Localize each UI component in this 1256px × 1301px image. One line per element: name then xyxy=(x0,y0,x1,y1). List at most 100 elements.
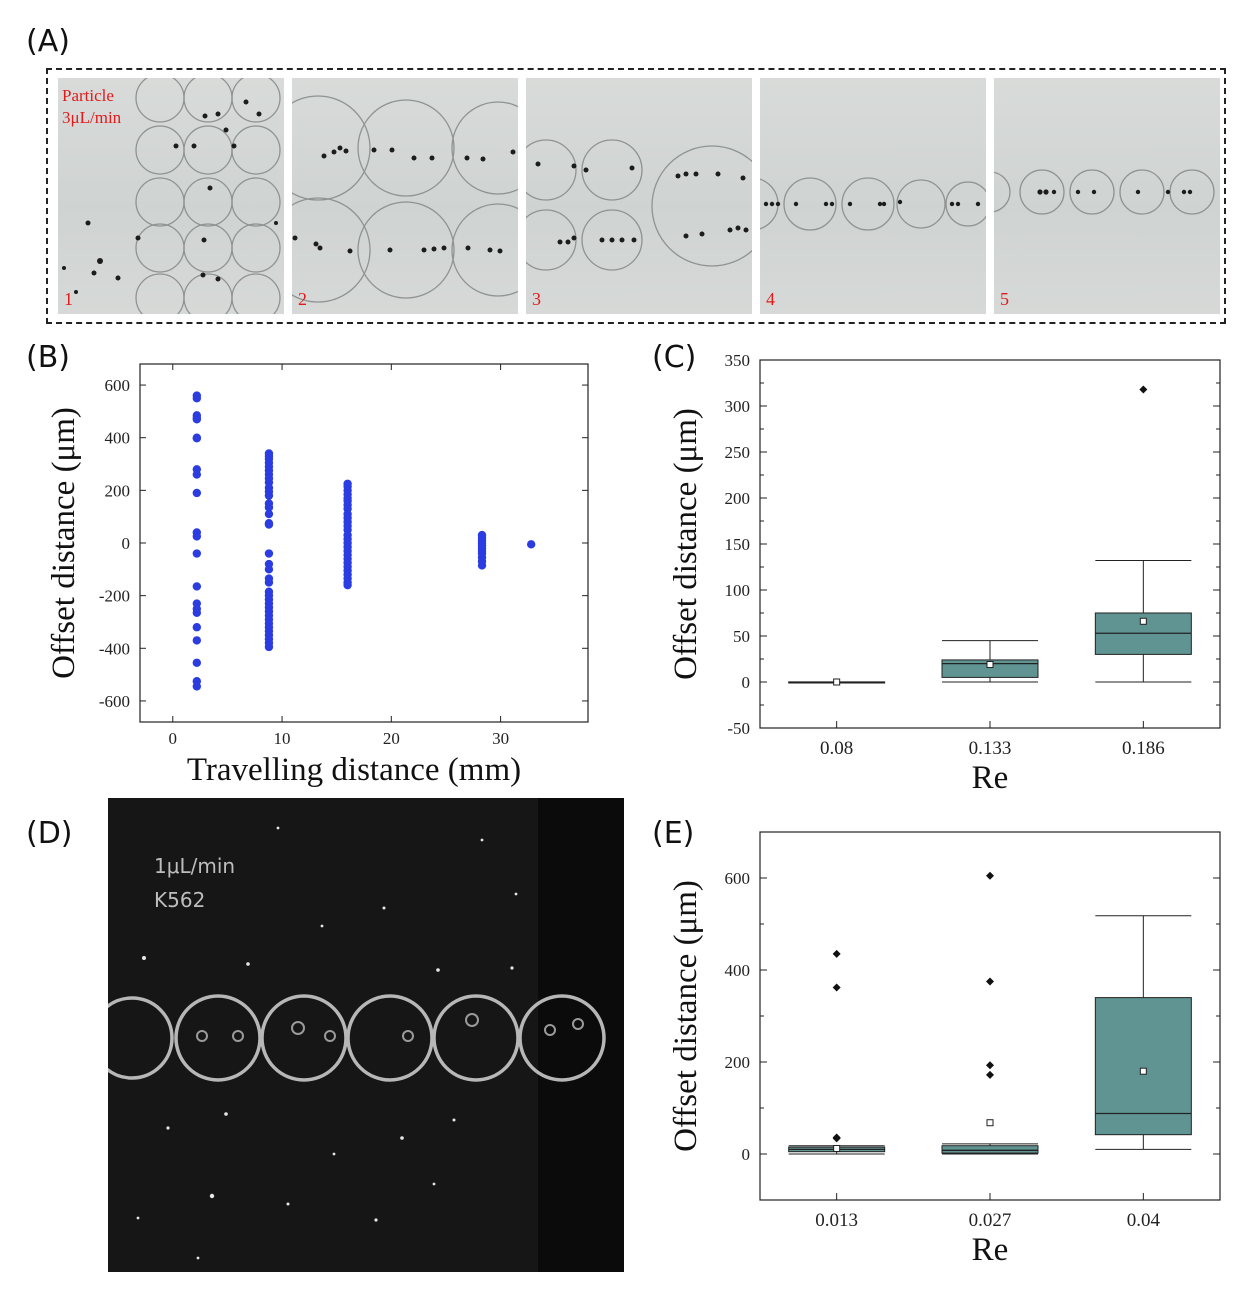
data-point xyxy=(192,623,202,632)
mean-marker xyxy=(833,678,841,686)
k562-micrograph: 1μL/min K562 xyxy=(108,798,624,1272)
frame-number-2: 2 xyxy=(298,289,307,309)
frame-1-drawing xyxy=(62,78,281,314)
mean-marker xyxy=(986,1119,994,1127)
data-point xyxy=(264,520,274,529)
y-tick-label: 600 xyxy=(725,869,751,888)
data-point xyxy=(192,415,202,424)
y-tick-label: 600 xyxy=(105,376,131,395)
y-tick-label: 150 xyxy=(725,535,751,554)
data-point xyxy=(264,549,274,558)
data-point xyxy=(192,658,202,667)
micrograph-frame-3: 3 xyxy=(526,78,752,314)
data-point xyxy=(192,488,202,498)
x-tick-label: 0.013 xyxy=(815,1210,858,1231)
flow-rate-label: 3μL/min xyxy=(62,108,122,127)
plot-frame xyxy=(139,363,589,723)
mean-marker xyxy=(1139,617,1147,625)
data-point xyxy=(192,394,202,403)
data-point xyxy=(192,608,202,617)
micrograph-sequence-panel: Particle 3μL/min 1 2 xyxy=(46,68,1226,324)
mean-marker xyxy=(833,1144,841,1152)
data-point xyxy=(343,580,352,590)
frame-number-4: 4 xyxy=(766,289,775,309)
panel-label-e: (E) xyxy=(652,816,695,851)
mean-marker xyxy=(1139,1067,1147,1075)
particle-label: Particle xyxy=(62,86,114,105)
frame-3-drawing xyxy=(526,139,752,271)
frame-5-drawing xyxy=(994,169,1215,215)
y-tick-label: 50 xyxy=(733,627,750,646)
micrograph-frame-2: 2 xyxy=(292,78,518,314)
data-point xyxy=(526,540,536,549)
y-axis-title: Offset distance (μm) xyxy=(46,407,82,679)
k562-drawing xyxy=(108,798,624,1272)
data-point xyxy=(192,582,202,591)
x-tick-label: 0 xyxy=(169,729,178,748)
outlier-marker xyxy=(832,1134,841,1143)
y-tick-label: 350 xyxy=(725,351,751,370)
k562-cell-label: K562 xyxy=(154,888,206,912)
box-iqr xyxy=(941,1145,1039,1154)
micrograph-frame-5: 5 xyxy=(994,78,1220,314)
micrograph-frame-1: Particle 3μL/min 1 xyxy=(58,78,284,314)
x-tick-label: 0.04 xyxy=(1127,1210,1161,1231)
x-tick-label: 30 xyxy=(492,729,509,748)
y-axis-title: Offset distance (μm) xyxy=(668,880,704,1152)
data-point xyxy=(192,532,202,541)
chart-b-scatter: 0 10 20 30 -600 -400 -200 0 200 400 600 Travelling … xyxy=(46,363,589,788)
outlier-marker xyxy=(986,977,994,986)
panel-label-d: (D) xyxy=(26,816,73,851)
y-tick-label: 250 xyxy=(725,443,751,462)
outlier-marker xyxy=(832,949,841,958)
y-tick-label: 200 xyxy=(725,489,751,508)
data-point xyxy=(264,578,274,587)
data-point xyxy=(192,549,202,558)
y-tick-label: -400 xyxy=(99,639,130,658)
x-tick-label: 0.186 xyxy=(1122,738,1165,759)
y-tick-label: -600 xyxy=(99,692,130,711)
panel-label-c: (C) xyxy=(652,340,697,375)
data-point xyxy=(192,470,202,479)
y-tick-label: 200 xyxy=(105,481,131,500)
outlier-marker xyxy=(832,983,841,992)
y-tick-label: -50 xyxy=(727,719,750,738)
box-iqr xyxy=(941,659,1039,678)
frame-number-5: 5 xyxy=(1000,289,1009,309)
x-axis-title: Re xyxy=(972,760,1009,796)
data-point xyxy=(264,642,274,652)
x-tick-label: 20 xyxy=(383,729,400,748)
data-point xyxy=(264,509,274,519)
x-tick-label: 10 xyxy=(274,729,291,748)
y-tick-label: 0 xyxy=(742,673,751,692)
x-tick-label: 0.133 xyxy=(969,738,1012,759)
x-tick-label: 0.08 xyxy=(820,738,853,759)
outlier-marker xyxy=(1139,385,1148,394)
box-iqr xyxy=(1094,997,1192,1136)
mean-marker xyxy=(986,661,994,669)
y-tick-label: 300 xyxy=(725,397,751,416)
frame-number-3: 3 xyxy=(532,289,541,309)
y-tick-label: 100 xyxy=(725,581,751,600)
outlier-marker xyxy=(986,871,994,880)
y-tick-label: 0 xyxy=(122,534,131,553)
chart-c-boxplot: -50 0 50 100 150 200 250 300 350 0.08 0.133 0.186 Re… xyxy=(668,351,1221,796)
data-point xyxy=(192,682,202,691)
frame-number-1: 1 xyxy=(64,289,73,309)
outlier-marker xyxy=(986,1070,994,1079)
micrograph-frame-4: 4 xyxy=(760,78,986,314)
data-point xyxy=(264,503,274,512)
data-point xyxy=(264,565,274,574)
y-tick-label: 0 xyxy=(742,1145,751,1164)
y-tick-label: 200 xyxy=(725,1053,751,1072)
x-axis-title: Travelling distance (mm) xyxy=(187,752,521,788)
y-tick-label: 400 xyxy=(105,429,131,448)
data-point xyxy=(192,434,202,443)
panel-label-a: (A) xyxy=(26,24,70,59)
k562-flow-rate-label: 1μL/min xyxy=(154,854,236,878)
data-point xyxy=(264,491,274,500)
frame-2-drawing xyxy=(292,95,518,303)
y-tick-label: 400 xyxy=(725,961,751,980)
data-point xyxy=(477,561,487,570)
panel-label-b: (B) xyxy=(26,340,70,375)
